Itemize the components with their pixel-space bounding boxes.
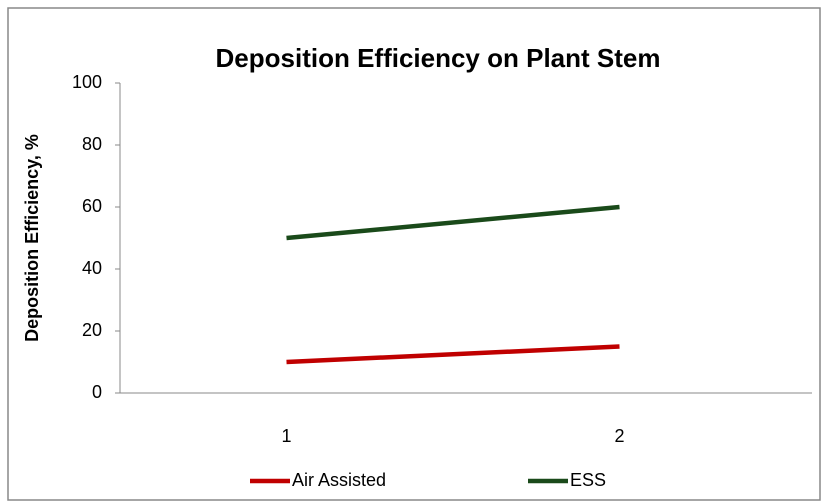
series-line bbox=[286, 204, 620, 241]
y-tick-label: 40 bbox=[82, 258, 102, 278]
x-tick-label: 1 bbox=[281, 426, 291, 446]
x-tick-label: 2 bbox=[614, 426, 624, 446]
chart-border bbox=[7, 7, 821, 501]
legend-label: Air Assisted bbox=[292, 470, 386, 490]
y-tick-label: 80 bbox=[82, 134, 102, 154]
legend-label: ESS bbox=[570, 470, 606, 490]
chart-title: Deposition Efficiency on Plant Stem bbox=[216, 43, 661, 73]
y-tick-label: 100 bbox=[72, 72, 102, 92]
y-axis-label: Deposition Efficiency, % bbox=[22, 134, 42, 342]
y-tick-label: 60 bbox=[82, 196, 102, 216]
y-tick-label: 0 bbox=[92, 382, 102, 402]
series-line bbox=[286, 344, 620, 365]
y-tick-label: 20 bbox=[82, 320, 102, 340]
